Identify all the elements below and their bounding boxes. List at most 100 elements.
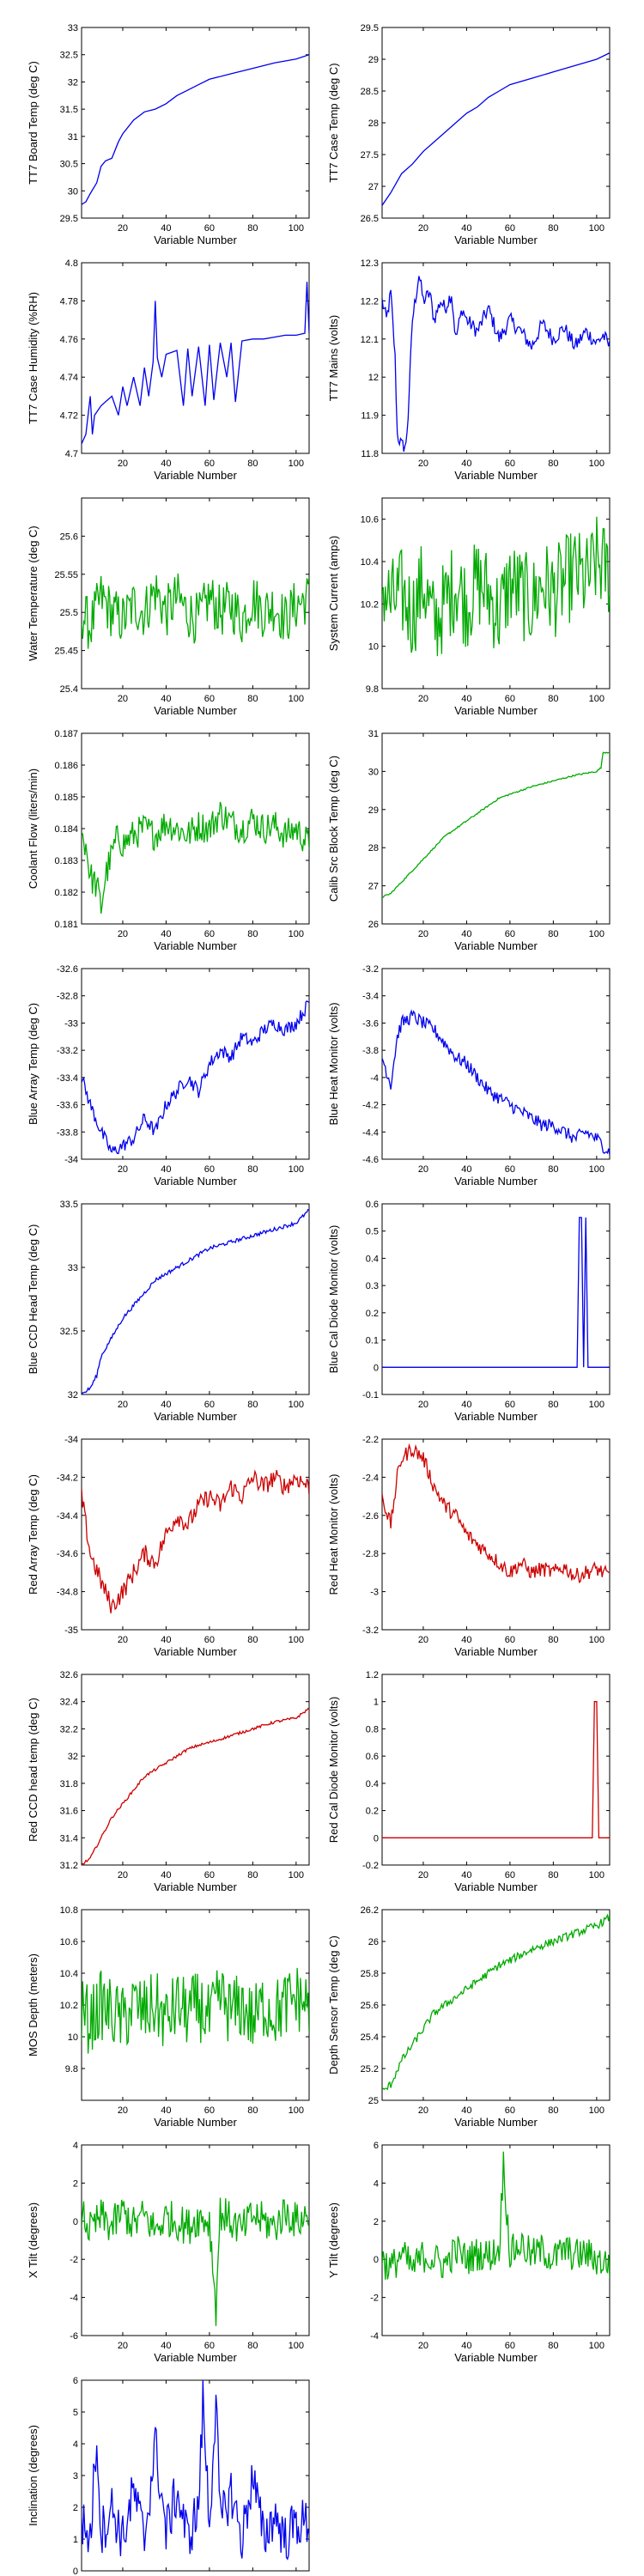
plot-frame: [381, 262, 611, 454]
x-axis-label: Variable Number: [154, 939, 237, 952]
y-tick-label: 32.5: [60, 51, 78, 61]
y-tick-label: 33.5: [60, 1200, 78, 1210]
x-tick-label: 100: [589, 929, 605, 939]
y-tick-label: -34: [64, 1155, 78, 1165]
plot-frame: [381, 1438, 611, 1631]
x-tick-label: 100: [589, 1400, 605, 1410]
x-tick-label: 20: [418, 2105, 428, 2116]
x-axis-label: Variable Number: [154, 1880, 237, 1893]
y-tick-label: -35: [64, 1625, 78, 1636]
y-tick-label: -2.4: [362, 1473, 379, 1483]
y-tick-label: 28.5: [361, 87, 379, 97]
y-tick-label: 32.4: [60, 1698, 78, 1708]
y-tick-label: 27: [368, 182, 379, 192]
x-tick-label: 20: [118, 459, 128, 469]
y-tick-label: -33: [64, 1018, 78, 1029]
x-axis-label: Variable Number: [154, 234, 237, 246]
x-tick-label: 40: [461, 2105, 471, 2116]
y-tick-label: 10.4: [60, 1969, 78, 1979]
y-axis-label: Red Cal Diode Monitor (volts): [327, 1697, 340, 1844]
x-tick-label: 100: [289, 694, 304, 704]
plot-frame: [81, 1674, 310, 1866]
y-tick-label: 10.2: [60, 2001, 78, 2011]
x-axis-label: Variable Number: [154, 1410, 237, 1423]
y-tick-label: 4.74: [60, 373, 78, 383]
plot-frame: [81, 27, 310, 219]
y-tick-label: 5: [73, 2408, 78, 2418]
plot-frame: [381, 968, 611, 1160]
subplot-1: 20 40 60 80 100 29.5 30 30.5 31 31.5 32 32.5 33 Varia…: [27, 23, 310, 246]
series-line: [382, 1217, 610, 1368]
y-axis-label: Calib Src Block Temp (deg C): [327, 756, 340, 902]
x-tick-label: 100: [589, 1164, 605, 1175]
x-tick-label: 60: [505, 1164, 515, 1175]
x-tick-label: 80: [548, 2105, 558, 2116]
y-tick-label: 25.45: [54, 647, 78, 657]
y-tick-label: 2: [73, 2178, 78, 2189]
x-tick-label: 80: [548, 1164, 558, 1175]
series-line: [382, 516, 610, 657]
plot-frame: [81, 2144, 310, 2336]
x-tick-label: 60: [204, 459, 215, 469]
series-line: [82, 282, 309, 445]
y-axis-label: Y Tilt (degrees): [327, 2202, 340, 2278]
y-tick-label: -4: [70, 2293, 78, 2304]
y-tick-label: 2: [73, 2503, 78, 2513]
y-tick-label: 0.1: [366, 1336, 379, 1346]
y-tick-label: 27: [368, 882, 379, 892]
y-tick-label: 26.2: [361, 1905, 379, 1916]
x-tick-label: 60: [505, 1870, 515, 1880]
subplot-6: 20 40 60 80 100 9.8 10 10.2 10.4 10.6 Variable Num…: [327, 497, 611, 717]
x-tick-label: 40: [461, 929, 471, 939]
plot-frame: [81, 262, 310, 454]
y-tick-label: -34: [64, 1435, 78, 1445]
subplot-14: 20 40 60 80 100 -3.2 -3 -2.8 -2.6 -2.4 -2.2 Variabl…: [327, 1435, 611, 1658]
y-tick-label: 9.8: [65, 2064, 78, 2075]
series-line: [82, 1208, 309, 1394]
y-axis-label: Red Array Temp (deg C): [27, 1474, 39, 1595]
y-tick-label: 12: [368, 373, 379, 383]
series-line: [382, 1913, 610, 2091]
y-tick-label: -4.2: [362, 1101, 379, 1111]
x-tick-label: 80: [247, 1164, 258, 1175]
x-tick-label: 20: [418, 1635, 428, 1645]
y-tick-label: 11.9: [361, 411, 379, 422]
y-tick-label: 31.2: [60, 1861, 78, 1871]
y-tick-label: 28: [368, 843, 379, 854]
y-tick-label: -33.8: [57, 1127, 78, 1138]
subplot-10: 20 40 60 80 100 -4.6 -4.4 -4.2 -4 -3.8 -3.6 -3.4 -3.…: [327, 964, 611, 1188]
x-tick-label: 40: [461, 459, 471, 469]
y-tick-label: 11.8: [361, 449, 379, 459]
x-tick-label: 60: [204, 1164, 215, 1175]
y-tick-label: 27.5: [361, 150, 379, 161]
x-tick-label: 60: [204, 2341, 215, 2351]
subplot-17: 20 40 60 80 100 9.8 10 10.2 10.4 10.6 10.8 Variable…: [27, 1905, 310, 2129]
x-tick-label: 60: [204, 223, 215, 234]
y-tick-label: -2.8: [362, 1549, 379, 1559]
x-tick-label: 100: [589, 2105, 605, 2116]
y-tick-label: 33: [68, 1263, 78, 1273]
x-axis-label: Variable Number: [454, 2116, 538, 2129]
y-tick-label: 0: [374, 2255, 379, 2265]
x-tick-label: 80: [247, 2105, 258, 2116]
x-tick-label: 20: [418, 929, 428, 939]
x-axis-label: Variable Number: [454, 2351, 538, 2364]
y-tick-label: 10.2: [361, 599, 379, 610]
x-tick-label: 100: [589, 459, 605, 469]
x-tick-label: 80: [247, 694, 258, 704]
y-tick-label: -34.4: [57, 1511, 78, 1522]
y-tick-label: 25.2: [361, 2064, 379, 2075]
x-tick-label: 100: [289, 1870, 304, 1880]
subplot-15: 20 40 60 80 100 31.2 31.4 31.6 31.8 32 32.2 32.4 32.…: [27, 1670, 310, 1893]
plot-frame: [381, 732, 611, 925]
y-tick-label: -32.6: [57, 964, 78, 975]
series-line: [382, 52, 610, 206]
x-axis-label: Variable Number: [154, 2116, 237, 2129]
subplot-11: 20 40 60 80 100 32 32.5 33 33.5 Variable Number Bl…: [27, 1200, 310, 1423]
x-tick-label: 20: [418, 694, 428, 704]
y-tick-label: 25.6: [60, 532, 78, 542]
x-tick-label: 40: [461, 1870, 471, 1880]
y-tick-label: -4.4: [362, 1127, 379, 1138]
x-tick-label: 60: [505, 459, 515, 469]
y-tick-label: 1.2: [366, 1670, 379, 1680]
